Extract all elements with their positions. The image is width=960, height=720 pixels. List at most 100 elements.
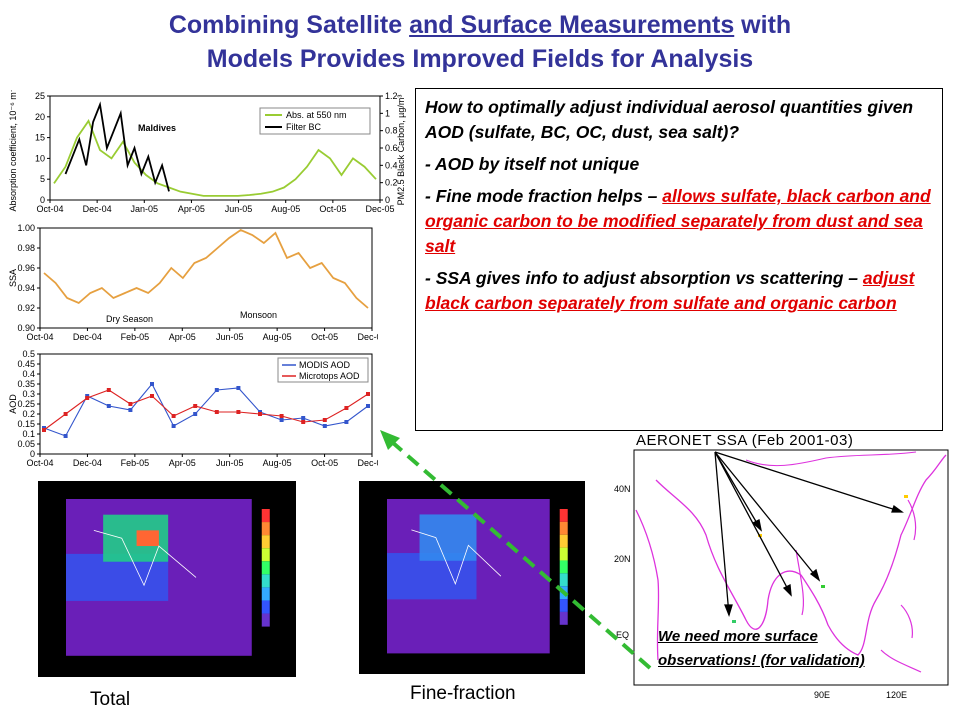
y-tick-label: 0.05 xyxy=(17,439,35,449)
y-tick-label: 0.1 xyxy=(22,429,35,439)
legend-label-bc: Filter BC xyxy=(286,122,322,132)
y-tick-label: 0.94 xyxy=(17,283,35,293)
colorbar-tick: 0.15 xyxy=(273,598,291,608)
aerosol-band xyxy=(387,553,477,600)
colorbar-tick: 0.45 xyxy=(571,520,585,530)
y-tick-label: 0.5 xyxy=(22,349,35,359)
colorbar-tick: 0.5 xyxy=(571,507,584,517)
colorbar-tick: 0.5 xyxy=(273,507,286,517)
y-tick-label: 10 xyxy=(35,153,45,163)
aeronet-map: 40N 20N EQ 90E 120E xyxy=(614,449,949,700)
data-point xyxy=(344,420,349,424)
y-right-axis-label: PM2.5 Black Carbon, µg/m³ xyxy=(396,95,406,206)
data-point xyxy=(366,392,370,396)
question-paragraph: How to optimally adjust individual aeros… xyxy=(425,97,914,142)
data-point xyxy=(63,412,68,416)
colorbar-tick: 0.15 xyxy=(571,597,585,607)
x-tick-label: Dec-05 xyxy=(365,204,394,214)
coastline xyxy=(411,529,502,586)
title-part-3: with xyxy=(734,11,792,39)
aeronet-lat-eq: EQ xyxy=(616,630,629,640)
y-tick-label: 0.3 xyxy=(22,389,35,399)
y-right-tick-label: 0 xyxy=(385,195,390,205)
data-point xyxy=(301,416,306,420)
aeronet-lat-20n: 20N xyxy=(614,554,631,564)
maldives-label: Maldives xyxy=(138,123,176,133)
y-right-tick-label: 0.6 xyxy=(385,143,398,153)
colorbar-tick: 0.25 xyxy=(571,571,585,581)
x-tick-label: Aug-05 xyxy=(271,204,300,214)
colorbar-segment xyxy=(261,574,270,588)
y-right-tick-label: 0.4 xyxy=(385,160,398,170)
y-tick-label: 20 xyxy=(35,112,45,122)
series-line-2 xyxy=(43,389,369,431)
data-point xyxy=(106,388,111,392)
y-axis-label: Absorption coefficient, 10⁻⁶ m⁻¹ xyxy=(8,90,18,212)
colorbar-segment xyxy=(559,560,568,574)
title-part-2: and Surface Measurements xyxy=(409,11,735,39)
colorbar-tick: 0.3 xyxy=(273,559,286,569)
slide-title: Combining Satellite and Surface Measurem… xyxy=(0,8,960,76)
data-point xyxy=(258,412,262,416)
y-tick-label: 0.90 xyxy=(17,323,35,333)
data-point xyxy=(322,424,327,428)
x-tick-label: Jun-05 xyxy=(216,458,244,468)
hotspot xyxy=(136,530,159,547)
series-line-2 xyxy=(64,101,170,192)
colorbar-segment xyxy=(261,600,270,614)
series-line-1 xyxy=(53,119,377,197)
y-tick-label: 0.25 xyxy=(17,399,35,409)
legend-box xyxy=(259,107,371,135)
y-tick-label: 0.96 xyxy=(17,263,35,273)
data-point xyxy=(128,402,133,406)
fine-mode-note: - Fine mode fraction helps – allows sulf… xyxy=(425,184,933,259)
colorbar-segment xyxy=(559,521,568,535)
data-point xyxy=(236,410,241,414)
fine-fraction-caption: Fine-fraction xyxy=(410,683,516,704)
data-point xyxy=(171,414,176,418)
y-right-tick-label: 0.2 xyxy=(385,178,398,188)
ssa-note: - SSA gives info to adjust absorption vs… xyxy=(425,266,933,316)
y-tick-label: 25 xyxy=(35,91,45,101)
data-point xyxy=(85,396,90,400)
dry-season-label: Dry Season xyxy=(106,314,153,324)
data-point xyxy=(150,382,154,386)
x-tick-label: Dec-04 xyxy=(73,458,102,468)
x-tick-label: Feb-05 xyxy=(121,332,150,342)
colorbar-segment xyxy=(559,611,568,625)
data-point xyxy=(214,410,219,414)
aod-note: - AOD by itself not unique xyxy=(425,154,640,174)
ssa-intro: - SSA gives info to adjust absorption vs… xyxy=(425,268,863,288)
x-tick-label: Dec-05 xyxy=(357,332,378,342)
x-tick-label: Jan-05 xyxy=(131,204,159,214)
x-tick-label: Apr-05 xyxy=(169,458,196,468)
colorbar-segment xyxy=(559,573,568,587)
y-tick-label: 0.92 xyxy=(17,303,35,313)
y-tick-label: 1.00 xyxy=(17,223,35,233)
aerosol-plume xyxy=(419,514,477,561)
x-tick-label: Oct-04 xyxy=(26,458,53,468)
data-point xyxy=(279,414,284,418)
ssa-chart: 0.90 0.92 0.94 0.96 0.98 1.00 Oct-04 Dec-04 Feb-… xyxy=(8,222,378,344)
colorbar-segment xyxy=(261,522,270,536)
series-line-1 xyxy=(43,228,369,309)
green-dashed-arrow xyxy=(380,430,652,670)
y-right-tick-label: 0.8 xyxy=(385,126,398,136)
data-point xyxy=(366,404,370,408)
colorbar-segment xyxy=(261,535,270,549)
ssa-highlight: adjust black carbon separately from sulf… xyxy=(425,268,915,313)
y-tick-label: 0 xyxy=(30,449,35,459)
x-tick-label: Oct-05 xyxy=(311,332,338,342)
colorbar-tick: 0.45 xyxy=(273,520,291,530)
data-point xyxy=(344,406,349,410)
data-point xyxy=(171,424,176,428)
data-point xyxy=(150,394,154,398)
colorbar-tick: 0.25 xyxy=(273,572,291,582)
data-point xyxy=(279,418,284,422)
colorbar-tick: 0.1 xyxy=(273,612,286,622)
colorbar-segment xyxy=(559,599,568,612)
legend-label-abs: Abs. at 550 nm xyxy=(286,110,347,120)
data-point xyxy=(106,404,111,408)
total-aod-map: 0.5 0.45 0.4 0.35 0.3 0.25 0.2 0.15 0.1 xyxy=(38,481,296,677)
